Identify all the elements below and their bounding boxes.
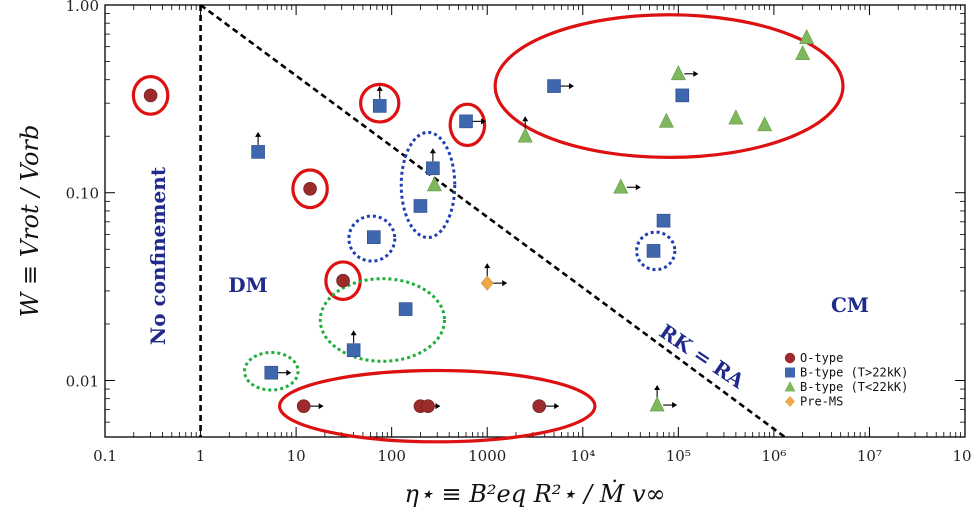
rk-ra-boundary <box>199 3 786 439</box>
highlight-ellipse-solid <box>291 168 329 210</box>
data-point-circle <box>296 399 311 413</box>
y-tick-label: 0.01 <box>66 372 99 390</box>
data-point-square <box>656 213 671 228</box>
series-square <box>251 79 690 380</box>
x-tick-label: 0.1 <box>93 447 117 465</box>
arrow-head <box>502 280 508 287</box>
y-axis-label: W ≡ Vrot / Vorb <box>16 125 44 318</box>
x-tick-label: 1000 <box>468 447 506 465</box>
data-point-triangle <box>795 45 811 61</box>
data-point-square <box>366 230 381 244</box>
region-label-cm: CM <box>831 293 869 317</box>
data-point-triangle <box>658 112 674 128</box>
arrow-head <box>350 330 357 336</box>
arrow-head <box>635 184 641 191</box>
data-point-diamond <box>480 275 494 291</box>
arrow-head <box>481 118 487 125</box>
x-tick-label: 1 <box>196 447 206 465</box>
y-tick-label: 0.10 <box>66 185 99 203</box>
arrow-head <box>376 85 383 91</box>
data-point-square <box>372 99 387 113</box>
data-point-square <box>547 79 561 93</box>
arrow-head <box>522 116 529 122</box>
data-point-square <box>675 88 690 103</box>
data-point-square <box>646 244 661 258</box>
legend-label: Pre-MS <box>800 395 843 409</box>
data-point-triangle <box>670 65 686 81</box>
arrow-head <box>286 369 292 376</box>
arrow-head <box>672 402 678 409</box>
highlight-ellipse-dotted <box>243 350 300 392</box>
data-point-circle <box>421 399 435 413</box>
series-circle <box>143 88 560 413</box>
data-point-triangle <box>426 176 442 192</box>
data-point-square <box>398 302 413 316</box>
x-tick-label: 10⁵ <box>666 447 691 465</box>
data-point-square <box>426 161 440 176</box>
data-point-square <box>346 343 361 357</box>
data-point-square <box>459 114 473 129</box>
legend-label: B-type (T>22kK) <box>800 366 908 380</box>
arrow-head <box>318 403 324 410</box>
data-point-square <box>251 145 265 159</box>
data-point-circle <box>532 399 547 413</box>
data-point-circle <box>303 181 317 196</box>
highlight-ellipse-solid <box>131 75 170 116</box>
data-point-triangle <box>728 109 744 125</box>
highlight-ellipse-dotted <box>399 130 457 240</box>
data-point-square <box>413 199 428 213</box>
x-tick-label: 10 <box>287 447 306 465</box>
data-points <box>143 28 815 413</box>
data-point-triangle <box>517 127 533 143</box>
arrow-head <box>435 403 441 410</box>
x-tick-label: 10⁴ <box>570 447 595 465</box>
x-tick-label: 100 <box>377 447 406 465</box>
y-tick-label: 1.00 <box>66 0 99 15</box>
region-label-rk-ra: RK = RA <box>655 319 749 393</box>
highlight-ellipse-solid <box>277 368 597 444</box>
legend-marker-square <box>785 367 795 378</box>
data-point-square <box>264 365 279 380</box>
x-tick-label: 10⁸ <box>952 447 971 465</box>
x-axis-label: η⋆ ≡ B²eq R²⋆ / Ṁ v∞ <box>404 479 665 508</box>
highlight-ellipse-solid <box>359 82 401 124</box>
legend-marker-triangle <box>784 381 796 392</box>
data-point-triangle <box>649 396 665 412</box>
region-label-dm: DM <box>228 273 267 297</box>
data-point-triangle <box>757 116 773 132</box>
arrow-head <box>484 263 491 269</box>
plot-frame <box>104 4 966 438</box>
data-point-triangle <box>613 178 629 194</box>
legend-marker-diamond <box>785 396 795 407</box>
confinement-boundaries <box>199 3 786 439</box>
series-triangle <box>426 28 815 412</box>
highlight-ellipse-solid <box>493 13 845 160</box>
arrow-head <box>693 70 699 77</box>
arrow-head <box>654 385 661 391</box>
arrow-head <box>429 148 436 154</box>
legend-marker-circle <box>784 352 796 364</box>
legend-label: B-type (T<22kK) <box>800 380 908 394</box>
arrow-head <box>554 403 560 410</box>
x-tick-label: 10⁶ <box>761 447 786 465</box>
legend-label: O-type <box>800 351 843 365</box>
series-diamond <box>480 263 508 291</box>
x-tick-label: 10⁷ <box>857 447 882 465</box>
region-label-no-confinement: No confinement <box>146 166 170 345</box>
highlight-ellipses <box>131 13 845 444</box>
data-point-circle <box>143 88 158 103</box>
highlight-ellipse-solid <box>448 102 487 148</box>
arrow-head <box>569 83 575 90</box>
axis-ticks: 0.1 1 10 100 1000 10⁴ 10⁵ 10⁶ 10⁷ 10⁸ 1.00 0.10 0.01 <box>66 0 971 465</box>
data-point-triangle <box>799 28 815 44</box>
data-point-circle <box>336 273 350 288</box>
highlight-ellipse-dotted <box>318 277 447 363</box>
arrow-head <box>255 131 262 137</box>
